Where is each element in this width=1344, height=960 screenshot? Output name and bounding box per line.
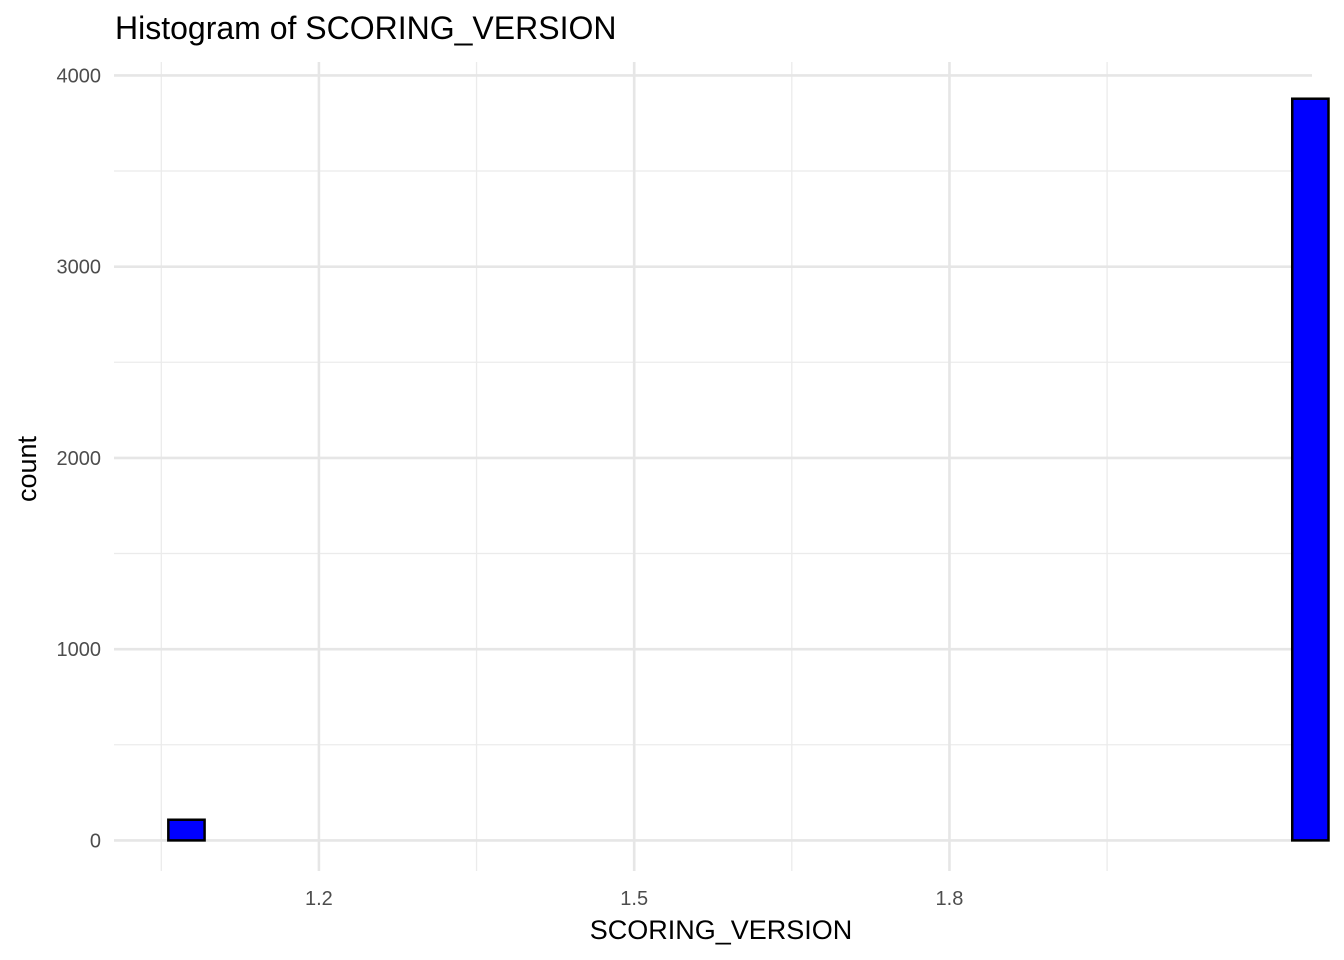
histogram-bar	[1290, 97, 1330, 842]
y-axis-ticks: 0 1000 2000 3000 4000	[57, 65, 102, 852]
x-axis-label: SCORING_VERSION	[590, 915, 853, 945]
y-tick-label: 0	[90, 830, 101, 852]
x-tick-label: 1.2	[305, 888, 333, 910]
y-axis-label: count	[12, 435, 42, 502]
histogram-bar	[167, 818, 206, 842]
minor-gridlines	[114, 62, 1312, 871]
y-tick-label: 3000	[57, 257, 102, 279]
x-axis-ticks: 1.2 1.5 1.8	[305, 888, 963, 910]
y-tick-label: 4000	[57, 65, 102, 87]
histogram-bars	[167, 97, 1330, 842]
x-tick-label: 1.5	[620, 888, 648, 910]
y-tick-label: 2000	[57, 448, 102, 470]
major-gridlines	[114, 62, 1312, 871]
y-tick-label: 1000	[57, 639, 102, 661]
x-tick-label: 1.8	[936, 888, 964, 910]
chart-title: Histogram of SCORING_VERSION	[115, 10, 616, 46]
